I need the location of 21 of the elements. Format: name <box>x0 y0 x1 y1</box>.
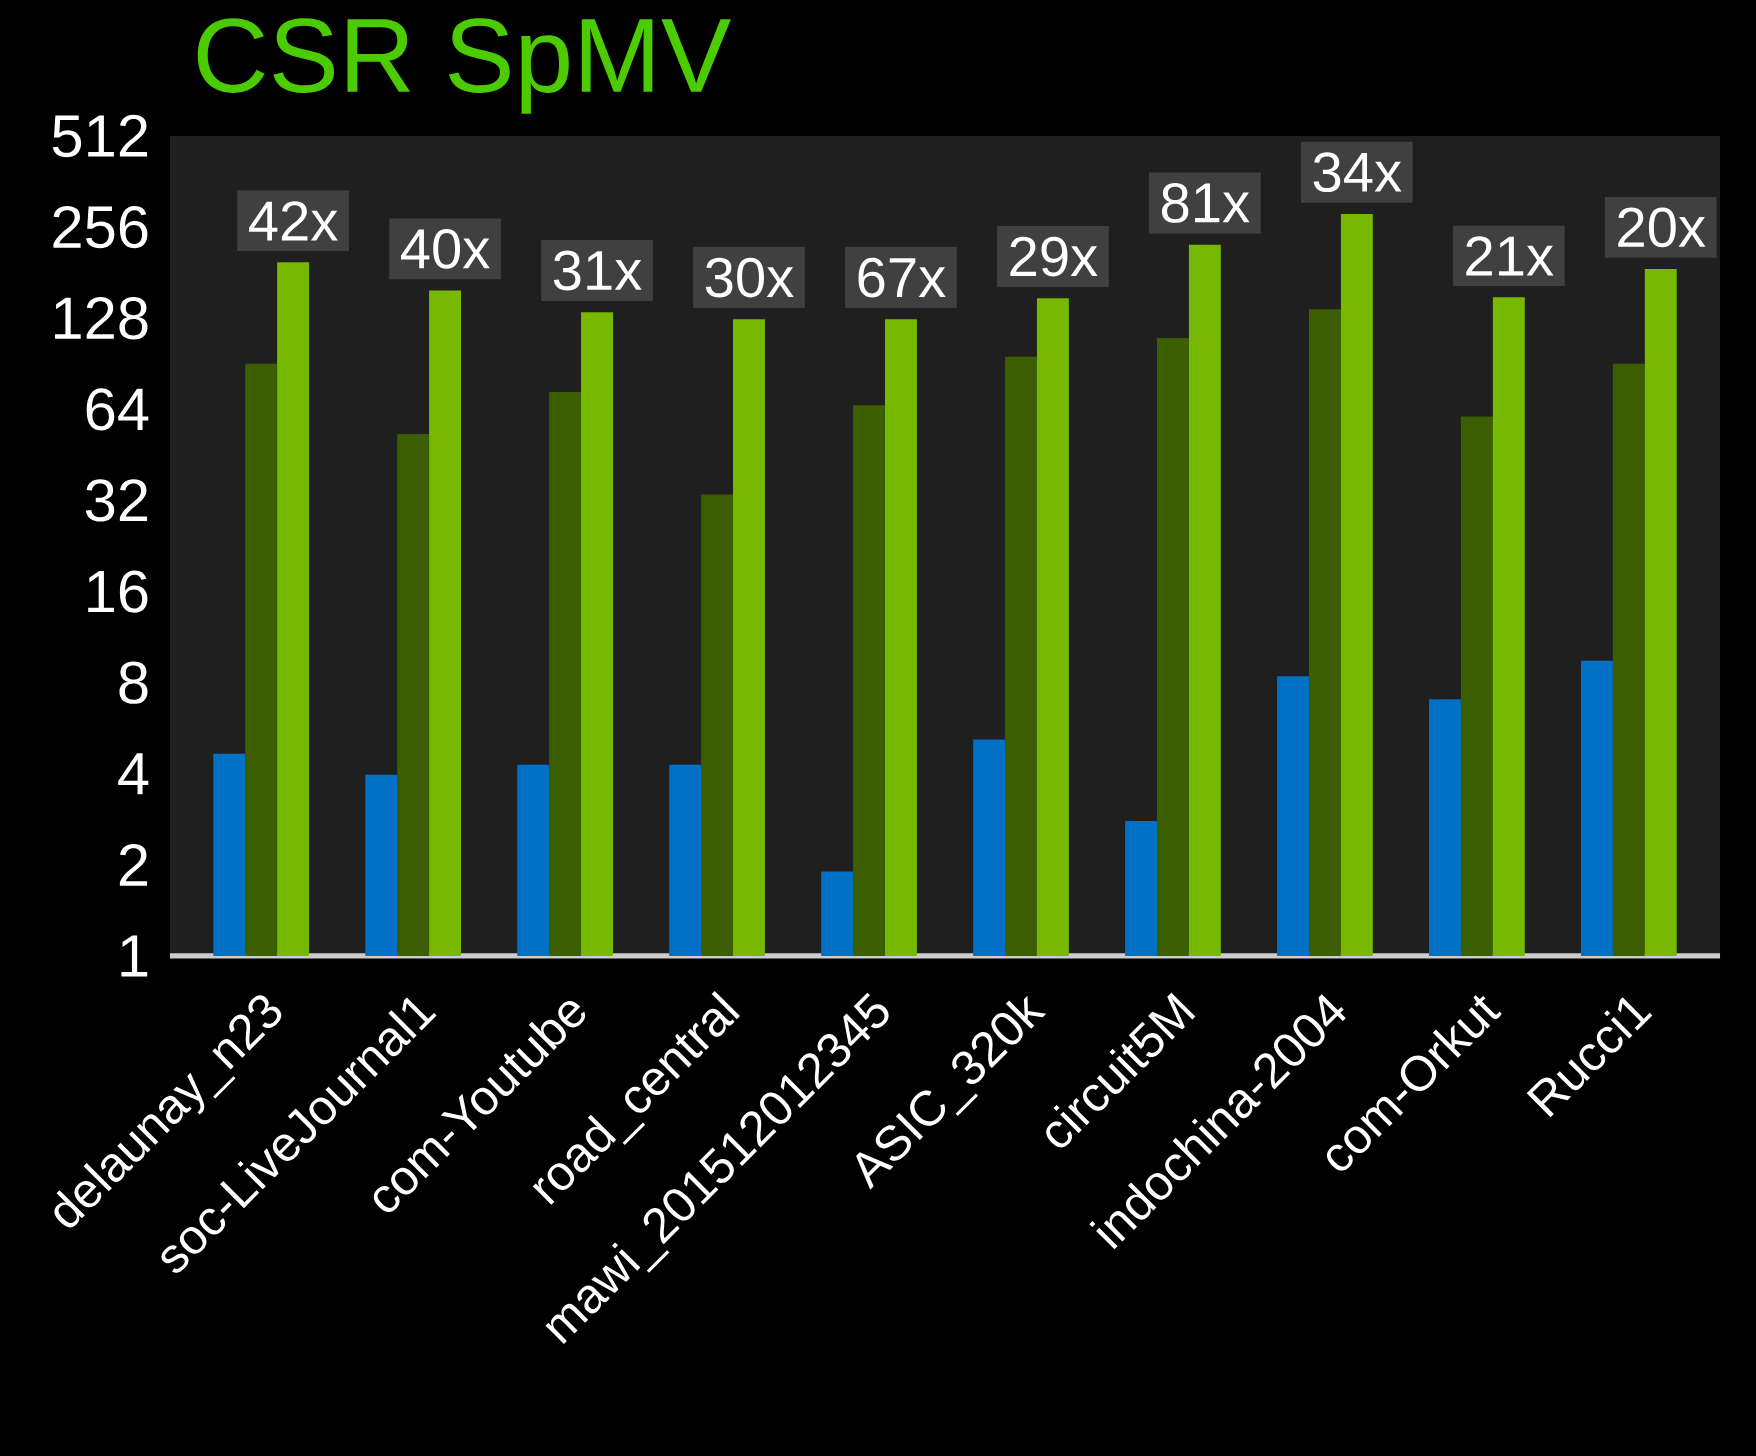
annotation: 81x <box>1161 183 1250 223</box>
annotation: 34x <box>1313 152 1402 193</box>
y-tick-label: 1 <box>121 935 148 977</box>
annotation: 42x <box>249 201 338 241</box>
annotation: 20x <box>1618 207 1706 248</box>
annotation: 29x <box>1010 236 1098 277</box>
y-tick-label: 32 <box>85 479 148 522</box>
y-tick-label: 8 <box>119 661 148 704</box>
annotation: 31x <box>553 250 642 291</box>
y-tick-label: 16 <box>88 570 148 613</box>
y-tick-label: 128 <box>54 297 148 340</box>
annotation: 67x <box>858 257 946 298</box>
annotation: 30x <box>705 257 794 298</box>
annotation: 40x <box>401 228 490 269</box>
y-tick-label: 512 <box>52 114 148 158</box>
y-tick-label: 2 <box>119 844 148 886</box>
y-tick-label: 256 <box>53 205 148 249</box>
y-tick-label: 64 <box>86 388 149 431</box>
y-tick-label: 4 <box>118 753 149 795</box>
chart-title: CSR SpMV <box>197 18 731 114</box>
annotation: 21x <box>1466 236 1554 276</box>
